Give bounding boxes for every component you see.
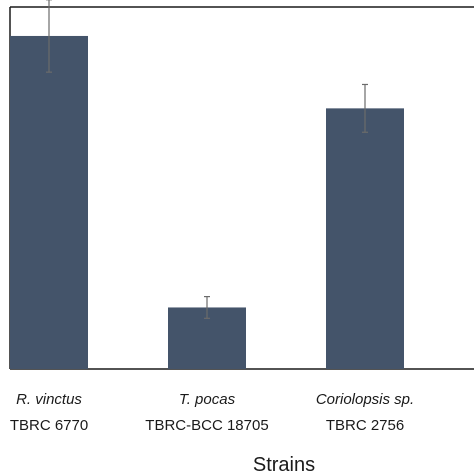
plot-area (9, 0, 474, 370)
bar (10, 35, 88, 370)
x-tick-label-id: TBRC-BCC 18705 (145, 417, 268, 434)
x-tick-label-strain: T. pocas (179, 391, 236, 408)
x-tick-label-id: TBRC 2756 (326, 417, 404, 434)
x-axis-title: Strains (253, 454, 315, 474)
error-bar (46, 0, 52, 73)
x-tick-labels: R. vinctus TBRC 6770 T. pocas TBRC-BCC 1870… (10, 391, 414, 434)
bar (326, 108, 404, 370)
error-bar (204, 296, 210, 319)
x-tick-label-strain: Coriolopsis sp. (316, 391, 414, 408)
error-bar (362, 83, 368, 133)
x-tick-label-id: TBRC 6770 (10, 417, 88, 434)
x-tick-label-strain: R. vinctus (16, 391, 82, 408)
